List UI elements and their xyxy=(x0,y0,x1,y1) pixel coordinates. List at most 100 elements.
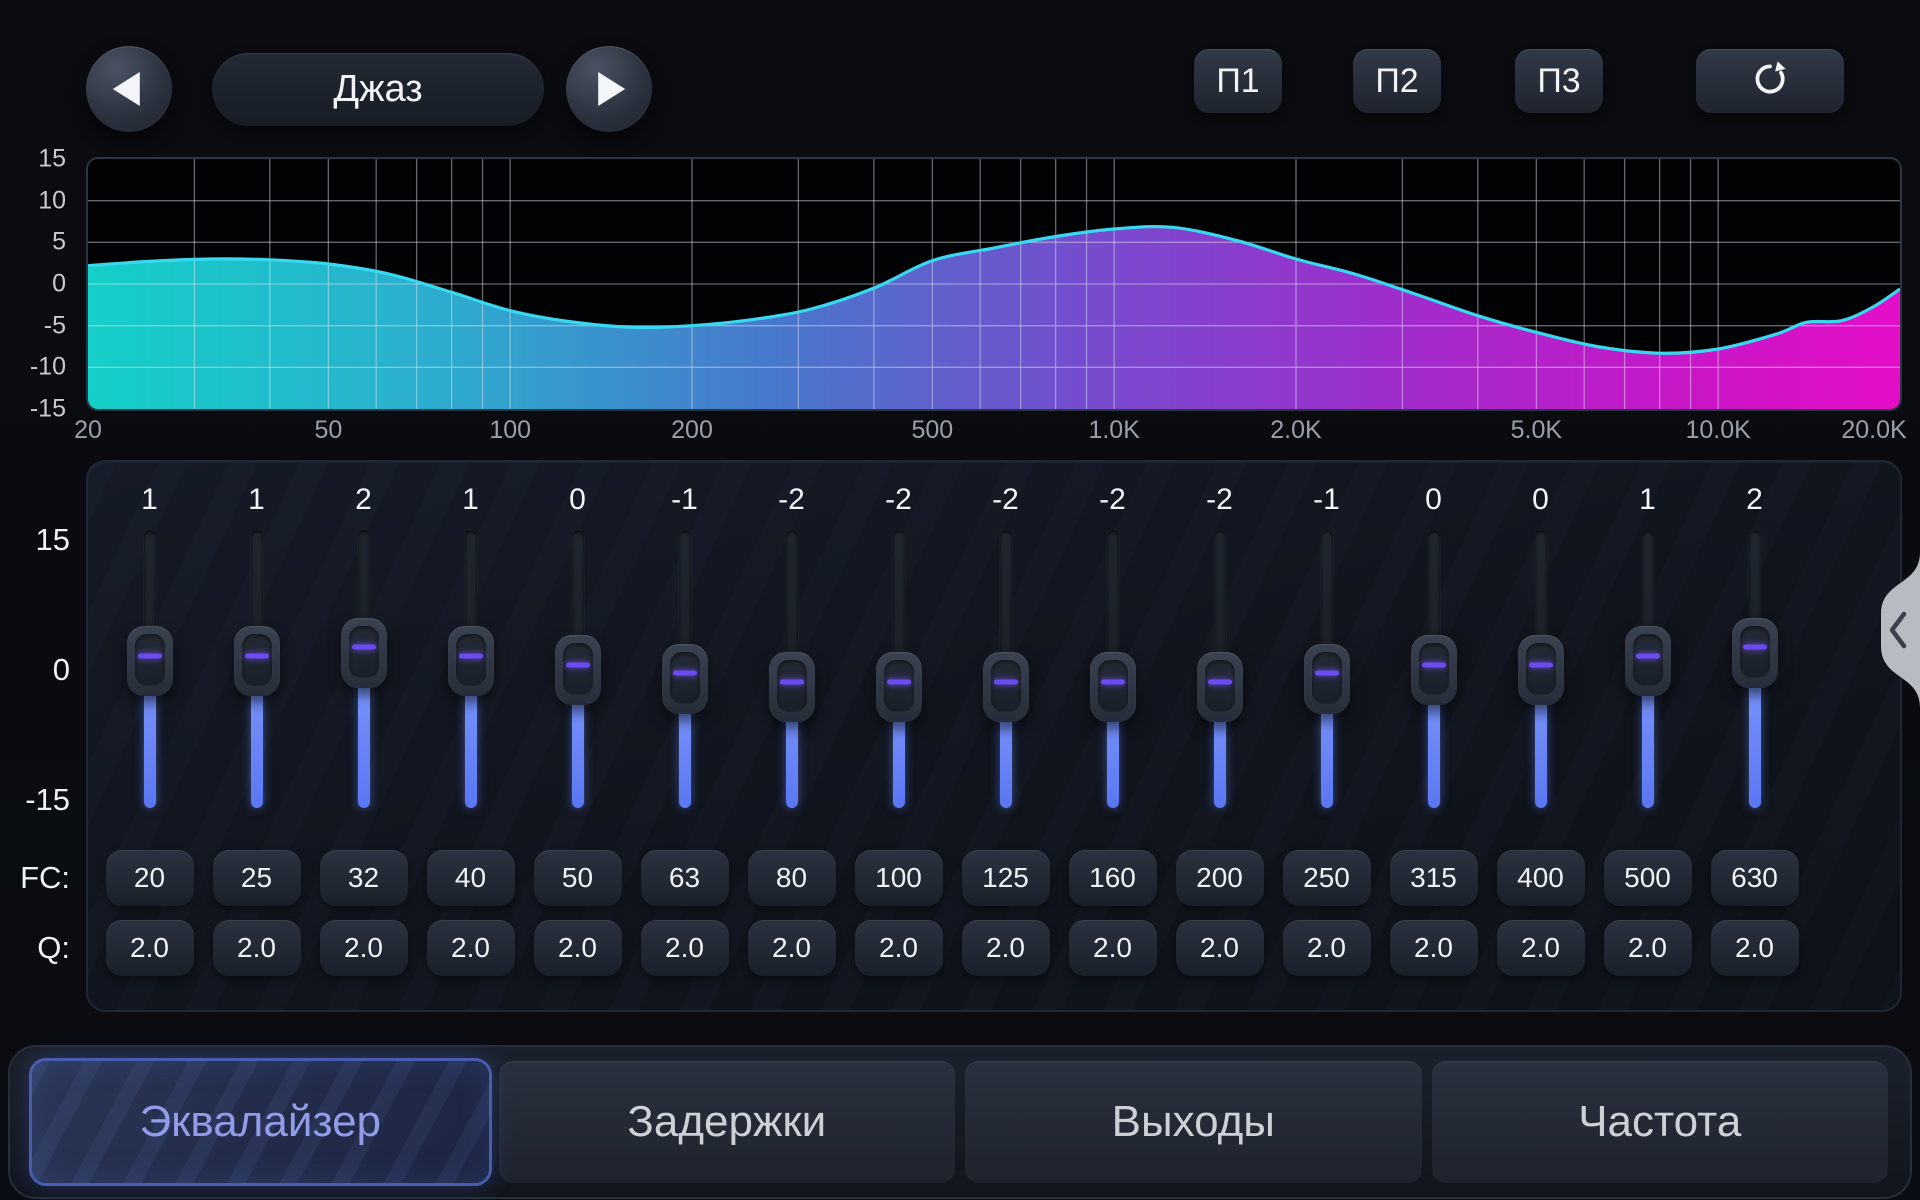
band-gain-value: 0 xyxy=(1425,483,1442,516)
slider-handle-face xyxy=(883,660,914,713)
slider-handle[interactable] xyxy=(1731,617,1778,688)
tab-outputs[interactable]: Выходы xyxy=(965,1061,1422,1183)
x-axis-tick: 50 xyxy=(314,416,343,444)
gain-slider[interactable] xyxy=(1273,530,1380,810)
q-value-button[interactable]: 2.0 xyxy=(1710,920,1799,976)
gain-slider[interactable] xyxy=(310,530,417,810)
reset-button[interactable] xyxy=(1696,49,1844,113)
gain-slider[interactable] xyxy=(1166,530,1273,810)
slider-handle[interactable] xyxy=(1089,652,1136,723)
slider-handle[interactable] xyxy=(1303,643,1350,714)
slider-fill xyxy=(1641,661,1654,808)
gain-slider[interactable] xyxy=(1701,530,1808,810)
tab-delays[interactable]: Задержки xyxy=(498,1061,955,1183)
q-value-button[interactable]: 2.0 xyxy=(105,920,194,976)
q-value-button[interactable]: 2.0 xyxy=(533,920,622,976)
memory-button-1[interactable]: П1 xyxy=(1194,49,1282,113)
side-drawer-handle[interactable] xyxy=(1868,552,1920,708)
eq-band-32: 2 32 2.0 xyxy=(310,462,417,1010)
fc-value-button[interactable]: 63 xyxy=(640,850,729,906)
tab-frequency[interactable]: Частота xyxy=(1431,1061,1888,1183)
slider-fill xyxy=(464,661,477,808)
q-value-button[interactable]: 2.0 xyxy=(1603,920,1692,976)
q-value-button[interactable]: 2.0 xyxy=(212,920,301,976)
q-value-button[interactable]: 2.0 xyxy=(1175,920,1264,976)
band-gain-value: 0 xyxy=(569,483,586,516)
gain-slider[interactable] xyxy=(845,530,952,810)
q-value-button[interactable]: 2.0 xyxy=(640,920,729,976)
x-axis-tick: 100 xyxy=(489,416,532,444)
fc-value-button[interactable]: 40 xyxy=(426,850,515,906)
memory-button-3[interactable]: П3 xyxy=(1515,49,1603,113)
fc-value-button[interactable]: 250 xyxy=(1282,850,1371,906)
slider-handle-face xyxy=(455,634,486,687)
fc-value-button[interactable]: 315 xyxy=(1389,850,1478,906)
slider-handle[interactable] xyxy=(768,652,815,723)
fc-value-button[interactable]: 630 xyxy=(1710,850,1799,906)
y-axis-tick: 5 xyxy=(52,227,66,256)
slider-handle[interactable] xyxy=(982,652,1029,723)
slider-scale-min: -15 xyxy=(25,782,70,817)
slider-handle[interactable] xyxy=(447,626,494,697)
slider-handle-grip xyxy=(886,679,911,685)
gain-slider[interactable] xyxy=(952,530,1059,810)
fc-row-label: FC: xyxy=(20,860,70,895)
gain-slider[interactable] xyxy=(738,530,845,810)
fc-value-button[interactable]: 100 xyxy=(854,850,943,906)
q-value-button[interactable]: 2.0 xyxy=(961,920,1050,976)
q-value-button[interactable]: 2.0 xyxy=(1496,920,1585,976)
gain-slider[interactable] xyxy=(1059,530,1166,810)
x-axis-tick: 20.0K xyxy=(1841,416,1907,444)
slider-handle[interactable] xyxy=(554,635,601,705)
previous-preset-button[interactable] xyxy=(86,46,172,132)
fc-value-button[interactable]: 20 xyxy=(105,850,194,906)
q-value-button[interactable]: 2.0 xyxy=(1389,920,1478,976)
band-gain-value: 0 xyxy=(1532,483,1549,516)
q-value-button[interactable]: 2.0 xyxy=(319,920,408,976)
slider-handle[interactable] xyxy=(1196,652,1243,723)
fc-value-button[interactable]: 50 xyxy=(533,850,622,906)
slider-handle[interactable] xyxy=(1410,635,1457,705)
band-gain-value: 1 xyxy=(462,483,479,516)
gain-slider[interactable] xyxy=(1380,530,1487,810)
fc-value-button[interactable]: 500 xyxy=(1603,850,1692,906)
gain-slider[interactable] xyxy=(524,530,631,810)
slider-handle-grip xyxy=(1314,670,1339,676)
q-value-button[interactable]: 2.0 xyxy=(854,920,943,976)
gain-slider[interactable] xyxy=(631,530,738,810)
q-value-button[interactable]: 2.0 xyxy=(747,920,836,976)
slider-handle[interactable] xyxy=(661,643,708,714)
fc-value-button[interactable]: 80 xyxy=(747,850,836,906)
slider-scale-zero: 0 xyxy=(52,652,70,687)
fc-value-button[interactable]: 200 xyxy=(1175,850,1264,906)
q-value-button[interactable]: 2.0 xyxy=(426,920,515,976)
slider-handle-grip xyxy=(351,644,376,650)
slider-handle[interactable] xyxy=(340,617,387,688)
gain-slider[interactable] xyxy=(203,530,310,810)
slider-handle[interactable] xyxy=(126,626,173,697)
fc-value-button[interactable]: 32 xyxy=(319,850,408,906)
fc-value-button[interactable]: 400 xyxy=(1496,850,1585,906)
fc-value-button[interactable]: 160 xyxy=(1068,850,1157,906)
x-axis-tick: 200 xyxy=(671,416,713,444)
fc-value-button[interactable]: 125 xyxy=(961,850,1050,906)
slider-handle[interactable] xyxy=(233,626,280,697)
q-value-button[interactable]: 2.0 xyxy=(1068,920,1157,976)
next-preset-button[interactable] xyxy=(566,46,652,132)
tab-equalizer[interactable]: Эквалайзер xyxy=(32,1061,489,1183)
slider-handle[interactable] xyxy=(875,652,922,723)
band-gain-value: 1 xyxy=(1639,483,1656,516)
slider-handle[interactable] xyxy=(1624,626,1671,697)
gain-slider[interactable] xyxy=(1487,530,1594,810)
memory-button-2[interactable]: П2 xyxy=(1353,49,1441,113)
eq-band-50: 0 50 2.0 xyxy=(524,462,631,1010)
slider-handle[interactable] xyxy=(1517,635,1564,705)
x-axis-tick: 500 xyxy=(911,416,954,444)
gain-slider[interactable] xyxy=(1594,530,1701,810)
eq-curve-line xyxy=(88,224,1900,355)
gain-slider[interactable] xyxy=(96,530,203,810)
preset-name-display[interactable]: Джаз xyxy=(212,53,544,126)
fc-value-button[interactable]: 25 xyxy=(212,850,301,906)
gain-slider[interactable] xyxy=(417,530,524,810)
q-value-button[interactable]: 2.0 xyxy=(1282,920,1371,976)
